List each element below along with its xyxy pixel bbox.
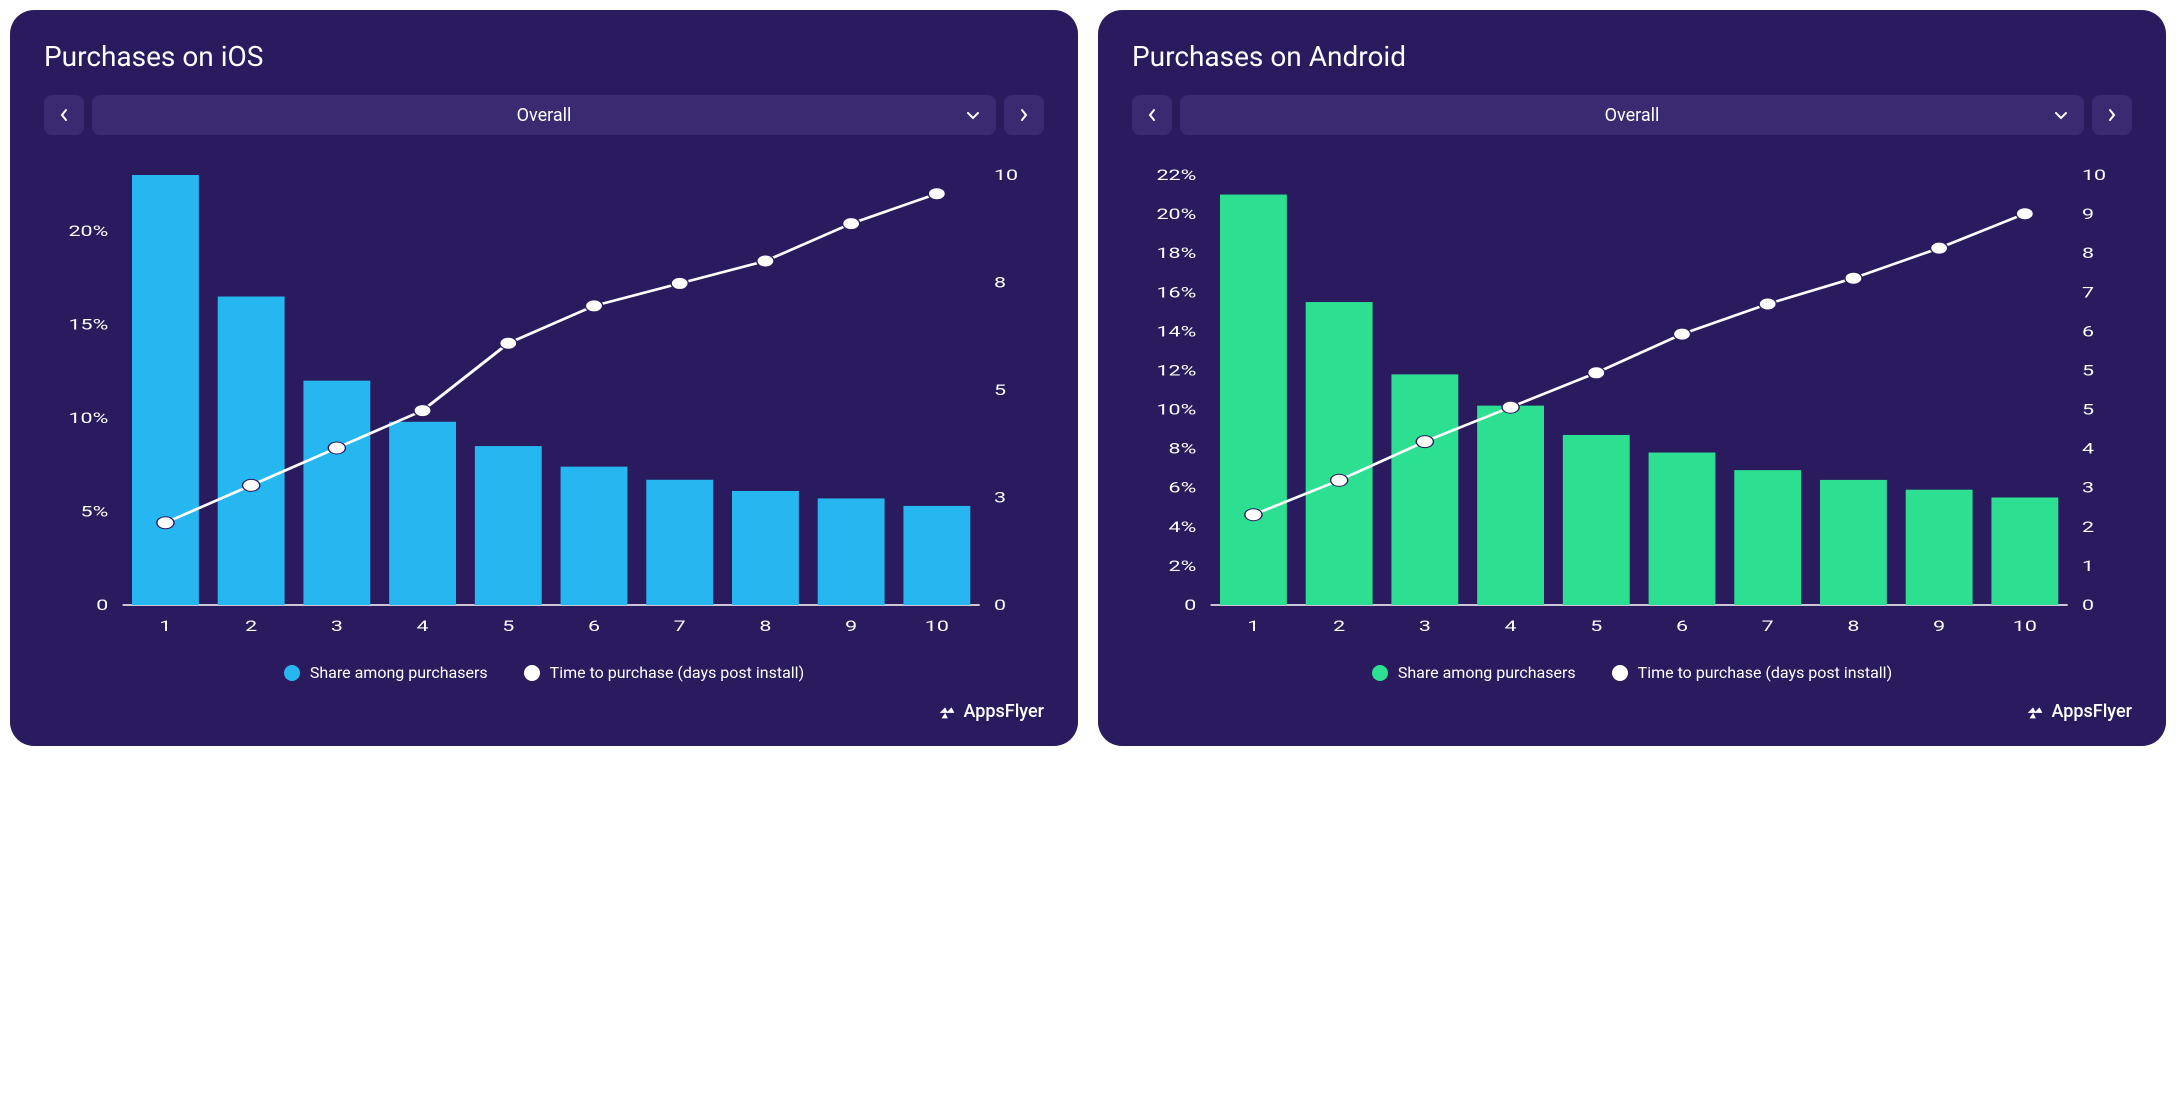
svg-text:6%: 6% bbox=[1169, 479, 1197, 497]
svg-text:8: 8 bbox=[759, 617, 771, 635]
svg-text:0: 0 bbox=[994, 596, 1006, 614]
svg-text:9: 9 bbox=[2082, 205, 2094, 223]
svg-text:5: 5 bbox=[1590, 617, 1602, 635]
legend-item-share: Share among purchasers bbox=[284, 663, 488, 682]
selector-dropdown[interactable]: Overall bbox=[92, 95, 996, 135]
legend-label-time: Time to purchase (days post install) bbox=[550, 663, 805, 682]
panel-android: Purchases on Android Overall 02%4%6%8%10… bbox=[1098, 10, 2166, 746]
svg-text:5: 5 bbox=[994, 381, 1006, 399]
svg-text:14%: 14% bbox=[1157, 323, 1197, 341]
svg-text:3: 3 bbox=[331, 617, 343, 635]
svg-text:10: 10 bbox=[2082, 166, 2106, 184]
legend-label-time: Time to purchase (days post install) bbox=[1638, 663, 1893, 682]
charts-container: Purchases on iOS Overall 0 5% 10% 15% 20% 0 3 5… bbox=[10, 10, 2166, 746]
svg-text:8%: 8% bbox=[1169, 440, 1197, 458]
legend-label-share: Share among purchasers bbox=[1398, 663, 1576, 682]
svg-text:15%: 15% bbox=[69, 316, 109, 334]
svg-text:10: 10 bbox=[2013, 617, 2037, 635]
svg-text:1: 1 bbox=[2082, 557, 2094, 575]
svg-text:10%: 10% bbox=[69, 409, 109, 427]
panel-title-android: Purchases on Android bbox=[1132, 40, 2132, 73]
legend-item-share: Share among purchasers bbox=[1372, 663, 1576, 682]
legend-label-share: Share among purchasers bbox=[310, 663, 488, 682]
svg-text:0: 0 bbox=[2082, 596, 2094, 614]
svg-text:1: 1 bbox=[159, 617, 171, 635]
svg-text:2: 2 bbox=[1333, 617, 1345, 635]
panel-ios: Purchases on iOS Overall 0 5% 10% 15% 20% 0 3 5… bbox=[10, 10, 1078, 746]
next-button[interactable] bbox=[1004, 95, 1044, 135]
svg-text:3: 3 bbox=[994, 489, 1006, 507]
svg-text:3: 3 bbox=[1419, 617, 1431, 635]
svg-text:7: 7 bbox=[674, 617, 686, 635]
next-button[interactable] bbox=[2092, 95, 2132, 135]
svg-text:0: 0 bbox=[1184, 596, 1196, 614]
svg-text:6: 6 bbox=[588, 617, 600, 635]
selector-label: Overall bbox=[1605, 105, 1660, 126]
appsflyer-icon bbox=[2024, 700, 2046, 722]
prev-button[interactable] bbox=[44, 95, 84, 135]
svg-text:6: 6 bbox=[2082, 323, 2094, 341]
svg-text:20%: 20% bbox=[69, 222, 109, 240]
svg-text:10: 10 bbox=[994, 166, 1018, 184]
brand-label: AppsFlyer bbox=[964, 701, 1045, 722]
svg-text:6: 6 bbox=[1676, 617, 1688, 635]
legend-ios: Share among purchasers Time to purchase … bbox=[44, 663, 1044, 682]
svg-text:18%: 18% bbox=[1157, 244, 1197, 262]
brand-label: AppsFlyer bbox=[2052, 701, 2133, 722]
brand-android: AppsFlyer bbox=[1132, 700, 2132, 722]
chevron-right-icon bbox=[2107, 108, 2117, 122]
selector-dropdown[interactable]: Overall bbox=[1180, 95, 2084, 135]
legend-dot-line bbox=[1612, 665, 1628, 681]
svg-text:4: 4 bbox=[1505, 617, 1517, 635]
chart-android: 0 2% 4% 6% 8% 10% 12% 14% 16% 18% 20% 22% 0 1 2 3 4 5 5 6 7 8… bbox=[1132, 165, 2132, 645]
svg-text:1: 1 bbox=[1247, 617, 1259, 635]
legend-dot-line bbox=[524, 665, 540, 681]
svg-text:5: 5 bbox=[2082, 362, 2094, 380]
legend-item-time: Time to purchase (days post install) bbox=[1612, 663, 1893, 682]
selector-row-android: Overall bbox=[1132, 95, 2132, 135]
legend-dot-bars bbox=[1372, 665, 1388, 681]
svg-text:2%: 2% bbox=[1169, 557, 1197, 575]
svg-text:10%: 10% bbox=[1157, 401, 1197, 419]
legend-dot-bars bbox=[284, 665, 300, 681]
svg-text:3: 3 bbox=[2082, 479, 2094, 497]
svg-text:9: 9 bbox=[1933, 617, 1945, 635]
chevron-down-icon bbox=[966, 110, 980, 120]
svg-text:4: 4 bbox=[417, 617, 429, 635]
svg-text:10: 10 bbox=[925, 617, 949, 635]
svg-text:7: 7 bbox=[1762, 617, 1774, 635]
chart-ios: 05%10%15%20%03581012345678910 bbox=[44, 165, 1044, 645]
chevron-down-icon bbox=[2054, 110, 2068, 120]
svg-text:8: 8 bbox=[994, 274, 1006, 292]
appsflyer-icon bbox=[936, 700, 958, 722]
chevron-left-icon bbox=[59, 108, 69, 122]
svg-text:0: 0 bbox=[96, 596, 108, 614]
svg-text:16%: 16% bbox=[1157, 283, 1197, 301]
svg-text:5: 5 bbox=[502, 617, 514, 635]
svg-text:8: 8 bbox=[2082, 244, 2094, 262]
svg-text:4%: 4% bbox=[1169, 518, 1197, 536]
svg-text:4: 4 bbox=[2082, 440, 2094, 458]
chevron-left-icon bbox=[1147, 108, 1157, 122]
legend-android: Share among purchasers Time to purchase … bbox=[1132, 663, 2132, 682]
svg-text:5%: 5% bbox=[81, 503, 109, 521]
svg-text:22%: 22% bbox=[1157, 166, 1197, 184]
prev-button[interactable] bbox=[1132, 95, 1172, 135]
brand-ios: AppsFlyer bbox=[44, 700, 1044, 722]
selector-label: Overall bbox=[517, 105, 572, 126]
svg-text:5: 5 bbox=[2082, 401, 2094, 419]
svg-text:12%: 12% bbox=[1157, 362, 1197, 380]
svg-text:9: 9 bbox=[845, 617, 857, 635]
legend-item-time: Time to purchase (days post install) bbox=[524, 663, 805, 682]
chevron-right-icon bbox=[1019, 108, 1029, 122]
panel-title-ios: Purchases on iOS bbox=[44, 40, 1044, 73]
svg-text:20%: 20% bbox=[1157, 205, 1197, 223]
svg-text:2: 2 bbox=[245, 617, 257, 635]
selector-row-ios: Overall bbox=[44, 95, 1044, 135]
svg-text:7: 7 bbox=[2082, 283, 2094, 301]
svg-text:2: 2 bbox=[2082, 518, 2094, 536]
svg-text:8: 8 bbox=[1847, 617, 1859, 635]
